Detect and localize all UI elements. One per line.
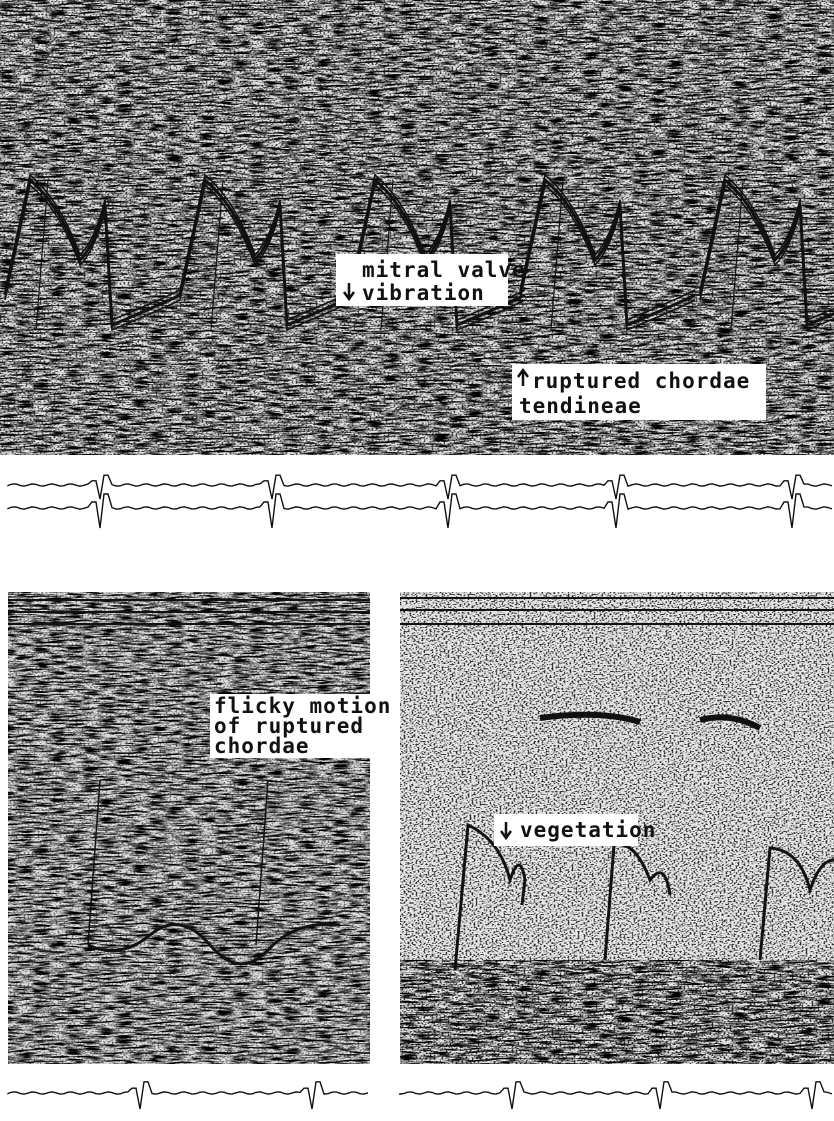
ecg-trace xyxy=(7,474,833,500)
label: tendineae xyxy=(519,394,642,418)
annotation: flicky motion of ruptured chordae xyxy=(210,694,391,758)
valve-trace xyxy=(699,183,834,332)
ecg-strip xyxy=(7,1081,833,1110)
texture xyxy=(400,960,834,1064)
band-lines xyxy=(8,599,370,966)
arrow xyxy=(342,283,356,302)
label-box xyxy=(336,254,508,306)
valve-trace xyxy=(518,177,696,328)
label: flicky motion xyxy=(214,694,391,718)
label-box xyxy=(494,814,638,846)
label: of ruptured xyxy=(214,714,364,738)
label-box xyxy=(512,364,766,420)
spike xyxy=(730,179,744,331)
valve-trace xyxy=(4,173,181,322)
ecg-strip xyxy=(7,474,833,529)
arrow xyxy=(499,822,513,841)
label-box xyxy=(210,694,370,758)
annotation: mitral valve vibration xyxy=(336,254,526,306)
valve-trace xyxy=(453,822,527,971)
valve-trace xyxy=(179,173,356,322)
spike xyxy=(87,779,101,946)
valve-trace xyxy=(4,183,181,332)
valve-trace xyxy=(87,922,341,966)
echo-band xyxy=(699,714,762,731)
label: vibration xyxy=(362,281,485,305)
bottom-left-panel xyxy=(8,592,370,1064)
valve-trace xyxy=(349,183,526,332)
band-lines xyxy=(400,597,834,971)
spike xyxy=(255,779,269,946)
valve-trace xyxy=(3,177,181,328)
arrow xyxy=(516,367,530,386)
valve-trace xyxy=(519,173,696,322)
echo-band xyxy=(539,711,641,725)
annotation: vegetation xyxy=(494,814,656,846)
valve-trace xyxy=(519,183,696,332)
label: ruptured chordae xyxy=(532,369,750,393)
spike xyxy=(210,179,224,331)
valve-trace xyxy=(179,183,356,332)
annotation: ruptured chordae tendineae xyxy=(512,364,766,420)
valve-trace xyxy=(348,177,526,328)
valve-traces xyxy=(3,173,834,332)
label: vegetation xyxy=(520,818,656,842)
valve-trace xyxy=(698,177,834,328)
ecg-trace xyxy=(7,1081,369,1110)
valve-trace xyxy=(758,846,834,961)
spike xyxy=(35,179,49,331)
valve-trace xyxy=(699,173,834,322)
top-panel xyxy=(0,0,834,455)
label: mitral valve xyxy=(362,258,526,282)
texture xyxy=(8,592,370,1064)
valve-trace xyxy=(178,177,356,328)
label: chordae xyxy=(214,734,310,758)
spike xyxy=(550,179,564,331)
ecg-trace xyxy=(399,1081,833,1110)
ecg-trace xyxy=(7,493,833,529)
